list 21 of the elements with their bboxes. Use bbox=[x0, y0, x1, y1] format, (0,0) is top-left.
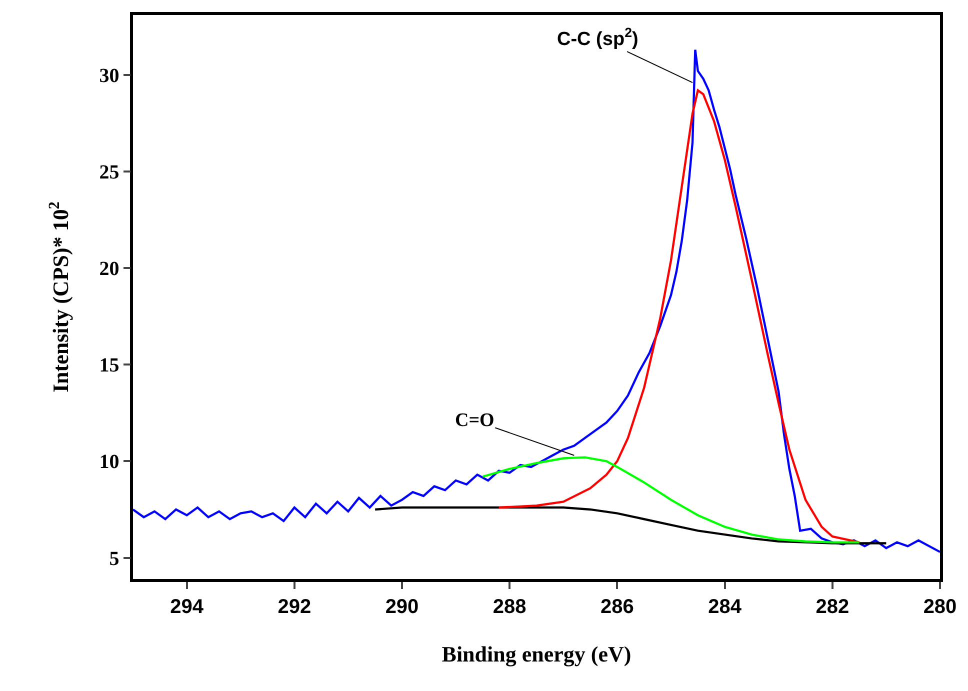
x-tick-label: 292 bbox=[278, 596, 312, 618]
y-tick-label: 10 bbox=[99, 451, 120, 474]
y-tick-label: 20 bbox=[99, 258, 120, 280]
x-tick-label: 284 bbox=[708, 596, 742, 618]
line-series bbox=[374, 506, 888, 544]
y-tick-label: 30 bbox=[99, 64, 120, 87]
y-tick-label: 25 bbox=[99, 161, 120, 184]
x-tick-label: 280 bbox=[923, 596, 957, 618]
line-series bbox=[482, 456, 860, 544]
y-tick-label: 15 bbox=[99, 354, 120, 377]
x-tick-label: 286 bbox=[600, 596, 634, 618]
x-tick-label: 294 bbox=[170, 596, 204, 618]
x-axis-title: Binding energy (eV) bbox=[442, 642, 632, 667]
annotation: C=O bbox=[455, 410, 494, 431]
x-tick-label: 282 bbox=[816, 596, 850, 618]
line-series bbox=[133, 48, 940, 554]
annotation: C-C (sp$^{2}$) bbox=[557, 25, 638, 50]
line-series bbox=[498, 89, 860, 544]
x-tick-label: 290 bbox=[385, 596, 419, 618]
y-tick-label: 5 bbox=[109, 548, 120, 570]
x-tick-label: 288 bbox=[492, 596, 526, 618]
